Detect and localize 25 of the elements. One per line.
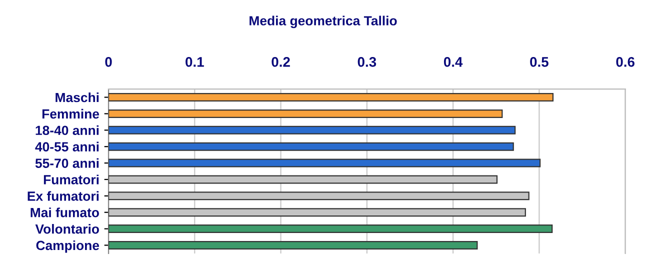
- y-tick-label: Mai fumato: [30, 208, 99, 218]
- y-tick-label: Maschi: [56, 92, 99, 102]
- bar: [108, 93, 554, 102]
- x-tick-label: 0.5: [530, 57, 548, 67]
- y-tick-label: Femmine: [42, 108, 100, 119]
- bar: [108, 224, 553, 234]
- chart-title: Media geometrica Tallio: [250, 16, 397, 28]
- bar: [108, 240, 478, 250]
- x-tick-label: 0.6: [616, 57, 634, 67]
- y-tick-label: Campione: [36, 240, 100, 253]
- x-tick-label: 0.2: [272, 57, 290, 67]
- bar: [108, 109, 503, 118]
- x-tick-label: 0.3: [358, 57, 376, 67]
- y-tick-label: Ex fumatori: [28, 191, 99, 201]
- x-tick-label: 0.1: [186, 57, 204, 67]
- bar: [108, 142, 514, 151]
- y-tick-label: 40-55 anni: [35, 142, 99, 152]
- x-tick-label: 0: [105, 57, 112, 67]
- bar: [108, 126, 516, 134]
- y-tick-label: 55-70 anni: [35, 158, 99, 168]
- bar: [108, 158, 541, 168]
- y-tick-label: Volontario: [35, 224, 99, 234]
- y-tick-label: Fumatori: [44, 174, 99, 184]
- x-tick-label: 0.4: [444, 57, 463, 67]
- y-tick-label: 18-40 anni: [36, 125, 99, 136]
